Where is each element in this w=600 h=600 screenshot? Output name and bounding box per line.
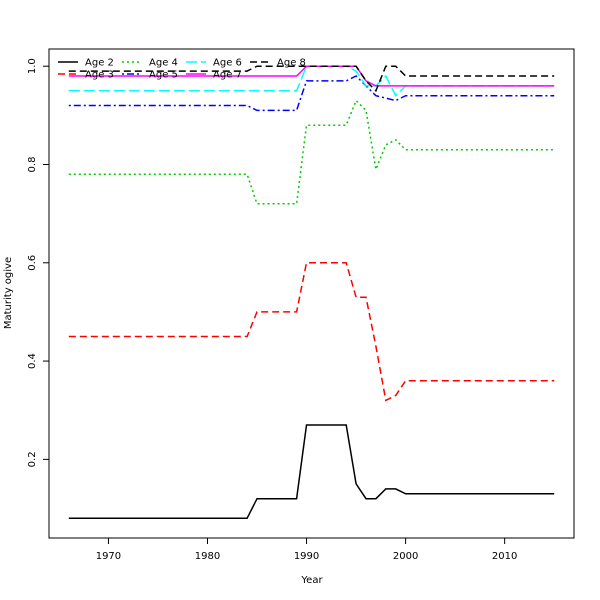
legend-label: Age 7 — [213, 70, 242, 81]
series-line-age-2 — [68, 424, 555, 520]
y-axis: 0.2 0.4 0.6 0.8 1.0 — [27, 58, 49, 467]
y-axis-label: Maturity ogive — [3, 257, 14, 329]
x-tick-label: 2000 — [393, 551, 418, 562]
legend-label: Age 2 — [85, 58, 114, 69]
x-axis: 1970 1980 1990 2000 2010 — [96, 538, 517, 562]
x-tick-label: 1990 — [294, 551, 319, 562]
series-line-age-5 — [68, 75, 555, 112]
legend-label: Age 6 — [213, 58, 242, 69]
plot-frame — [48, 48, 575, 539]
y-tick-label: 1.0 — [27, 58, 38, 74]
y-tick-label: 0.8 — [27, 157, 38, 173]
series-line-age-8 — [68, 65, 555, 93]
series-line-age-4 — [68, 99, 555, 205]
x-tick-label: 2010 — [492, 551, 517, 562]
x-tick-label: 1980 — [195, 551, 220, 562]
y-tick-label: 0.2 — [27, 451, 38, 467]
y-tick-label: 0.4 — [27, 353, 38, 369]
x-axis-label: Year — [300, 575, 323, 586]
legend-label: Age 8 — [277, 58, 306, 69]
legend-label: Age 5 — [149, 70, 178, 81]
y-tick-label: 0.6 — [27, 255, 38, 271]
x-tick-label: 1970 — [96, 551, 121, 562]
legend-label: Age 4 — [149, 58, 178, 69]
legend-label: Age 3 — [85, 70, 114, 81]
series-line-age-3 — [68, 262, 555, 402]
series-layer — [68, 65, 555, 520]
